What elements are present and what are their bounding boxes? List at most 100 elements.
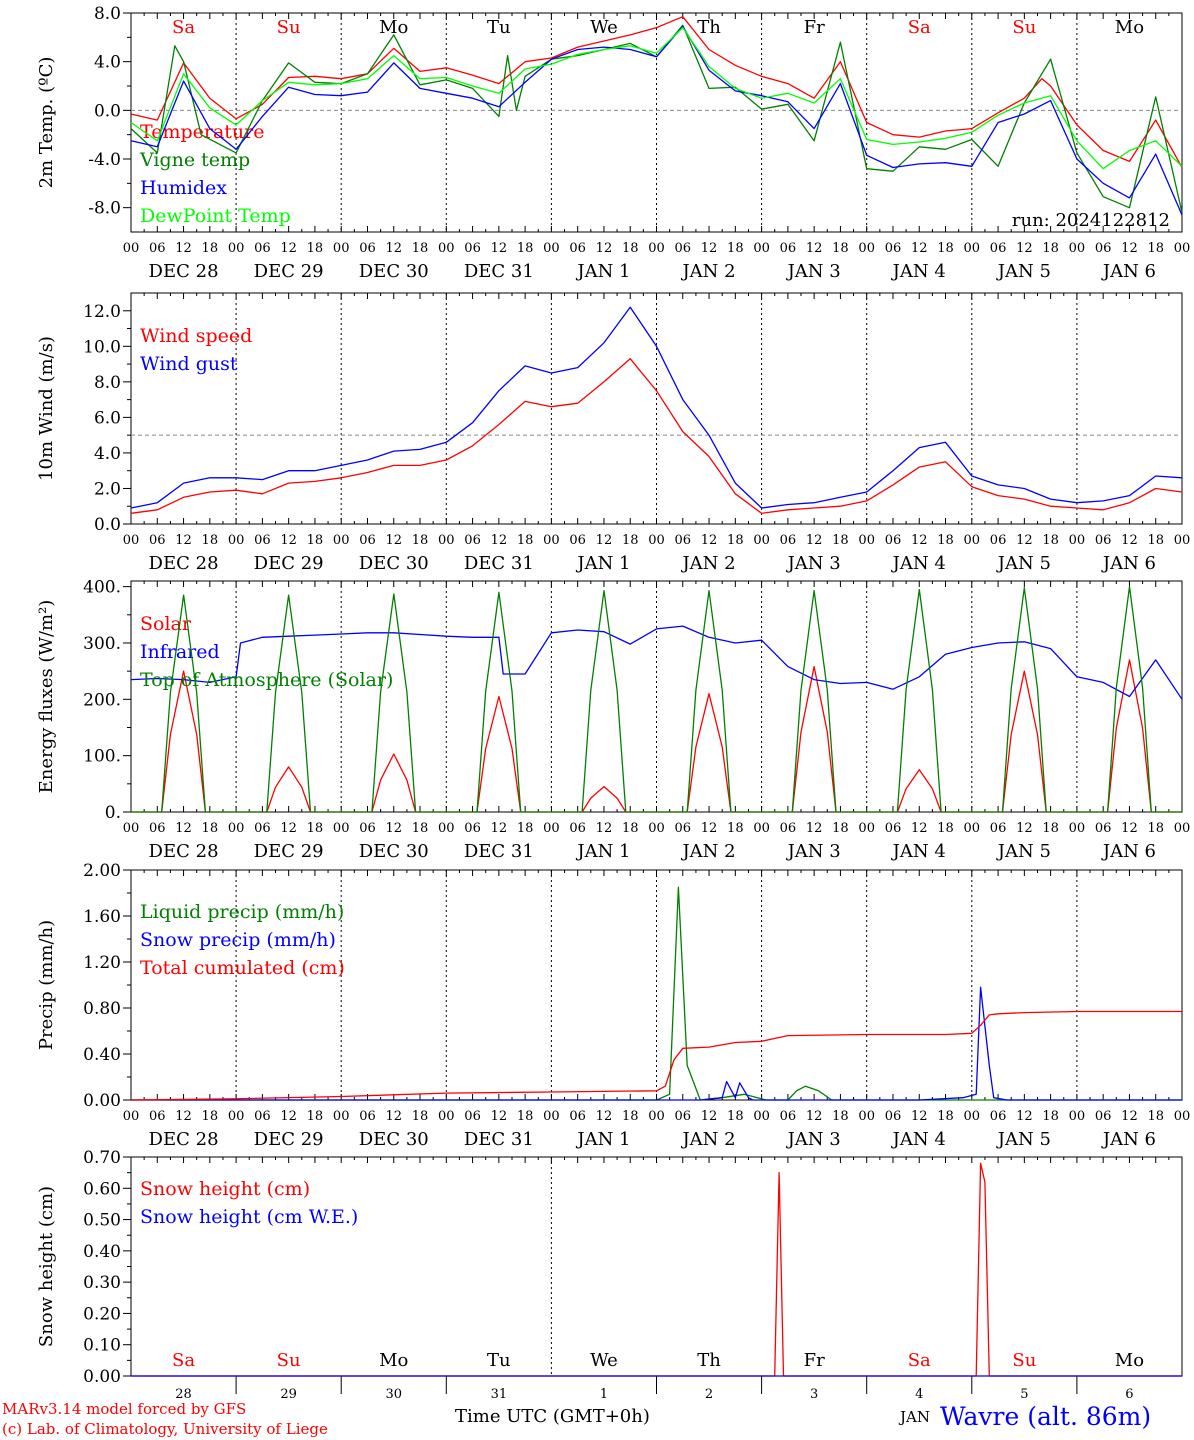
hour-label: 12 <box>1121 821 1138 836</box>
hour-label: 12 <box>280 821 297 836</box>
weekday-label: Th <box>697 1350 721 1371</box>
date-label: JAN 1 <box>575 1129 630 1150</box>
weekday-label: Mo <box>1115 17 1144 38</box>
hour-label: 18 <box>412 533 429 548</box>
hour-label: 06 <box>780 241 797 256</box>
hour-label: 06 <box>1095 821 1112 836</box>
hour-label: 00 <box>228 821 245 836</box>
y-tick-label: 10.0 <box>83 337 121 357</box>
hour-label: 12 <box>911 241 928 256</box>
hour-label: 00 <box>333 241 350 256</box>
hour-label: 00 <box>753 241 770 256</box>
day-number-label: 2 <box>705 1387 713 1400</box>
hour-label: 00 <box>123 821 140 836</box>
hour-label: 18 <box>307 533 324 548</box>
hour-label: 12 <box>385 1109 402 1124</box>
y-tick-label: 2.0 <box>94 479 121 499</box>
y-tick-label: 0.00 <box>83 1367 121 1387</box>
hour-label: 18 <box>202 533 219 548</box>
series-line <box>131 986 1182 1101</box>
hour-label: 06 <box>359 821 376 836</box>
series-line <box>130 1010 1182 1101</box>
hour-label: 00 <box>964 241 981 256</box>
hour-label: 18 <box>1042 533 1059 548</box>
hour-label: 12 <box>701 821 718 836</box>
legend-entry: Solar <box>140 613 192 635</box>
hour-label: 12 <box>1016 821 1033 836</box>
hour-label: 00 <box>543 1109 560 1124</box>
hour-label: 12 <box>385 533 402 548</box>
y-axis-label: Precip (mm/h) <box>36 920 57 1050</box>
hour-label: 12 <box>385 821 402 836</box>
date-label: JAN 5 <box>996 553 1051 574</box>
hour-label: 18 <box>622 821 639 836</box>
legend-entry: Infrared <box>140 641 220 663</box>
hour-label: 00 <box>333 1109 350 1124</box>
y-axis-label: 2m Temp. (ºC) <box>36 57 57 189</box>
hour-label: 12 <box>1016 241 1033 256</box>
hour-label: 18 <box>202 241 219 256</box>
hour-label: 06 <box>254 241 271 256</box>
hour-label: 00 <box>333 533 350 548</box>
series-line <box>130 25 1183 216</box>
hour-label: 18 <box>202 1109 219 1124</box>
hour-label: 00 <box>438 821 455 836</box>
day-number-label: 5 <box>1020 1387 1028 1400</box>
date-label: DEC 29 <box>254 261 324 282</box>
hour-label: 00 <box>648 241 665 256</box>
weekday-label: Mo <box>379 17 408 38</box>
date-label: JAN 3 <box>786 1129 841 1150</box>
hour-label: 12 <box>1016 1109 1033 1124</box>
hour-label: 12 <box>911 1109 928 1124</box>
weekday-label: Su <box>277 17 301 38</box>
hour-label: 06 <box>780 533 797 548</box>
hour-label: 00 <box>1174 241 1191 256</box>
y-tick-label: 0.0 <box>94 101 121 121</box>
hour-label: 12 <box>806 821 823 836</box>
hour-label: 12 <box>175 821 192 836</box>
series-line <box>130 16 1183 168</box>
hour-label: 12 <box>175 241 192 256</box>
run-annotation: run: 2024122812 <box>1012 210 1170 231</box>
hour-label: 12 <box>1016 533 1033 548</box>
day-number-label: 6 <box>1125 1387 1133 1400</box>
date-label: JAN 6 <box>1101 553 1156 574</box>
hour-label: 00 <box>228 241 245 256</box>
hour-label: 12 <box>1121 533 1138 548</box>
hour-label: 00 <box>648 1109 665 1124</box>
hour-label: 06 <box>149 533 166 548</box>
weekday-label: Tu <box>487 1350 511 1371</box>
hour-label: 06 <box>569 241 586 256</box>
hour-label: 06 <box>1095 533 1112 548</box>
hour-label: 18 <box>1147 821 1164 836</box>
hour-label: 06 <box>780 821 797 836</box>
date-label: DEC 28 <box>149 1129 219 1150</box>
date-label: JAN 1 <box>575 261 630 282</box>
hour-label: 12 <box>596 1109 613 1124</box>
series-line <box>130 358 1183 514</box>
date-label: JAN 3 <box>786 841 841 862</box>
legend-entry: Temperature <box>140 121 264 143</box>
y-tick-label: 300. <box>83 634 121 654</box>
date-label: DEC 31 <box>464 553 534 574</box>
hour-label: 00 <box>543 821 560 836</box>
series-line <box>131 886 1182 1101</box>
hour-label: 00 <box>753 533 770 548</box>
date-label: JAN 6 <box>1101 841 1156 862</box>
hour-label: 00 <box>228 533 245 548</box>
hour-label: 12 <box>806 241 823 256</box>
legend-entry: Liquid precip (mm/h) <box>140 901 344 923</box>
weekday-label: We <box>590 17 618 38</box>
y-tick-label: 0.00 <box>83 1091 121 1111</box>
hour-label: 00 <box>333 821 350 836</box>
hour-label: 12 <box>175 1109 192 1124</box>
legend-entry: Wind gust <box>140 353 238 375</box>
hour-label: 18 <box>937 821 954 836</box>
weekday-label: Sa <box>908 17 931 38</box>
hour-label: 06 <box>254 821 271 836</box>
date-label: JAN 2 <box>680 261 735 282</box>
hour-label: 18 <box>727 241 744 256</box>
hour-label: 00 <box>648 533 665 548</box>
series-line <box>130 24 1183 213</box>
hour-label: 06 <box>675 241 692 256</box>
